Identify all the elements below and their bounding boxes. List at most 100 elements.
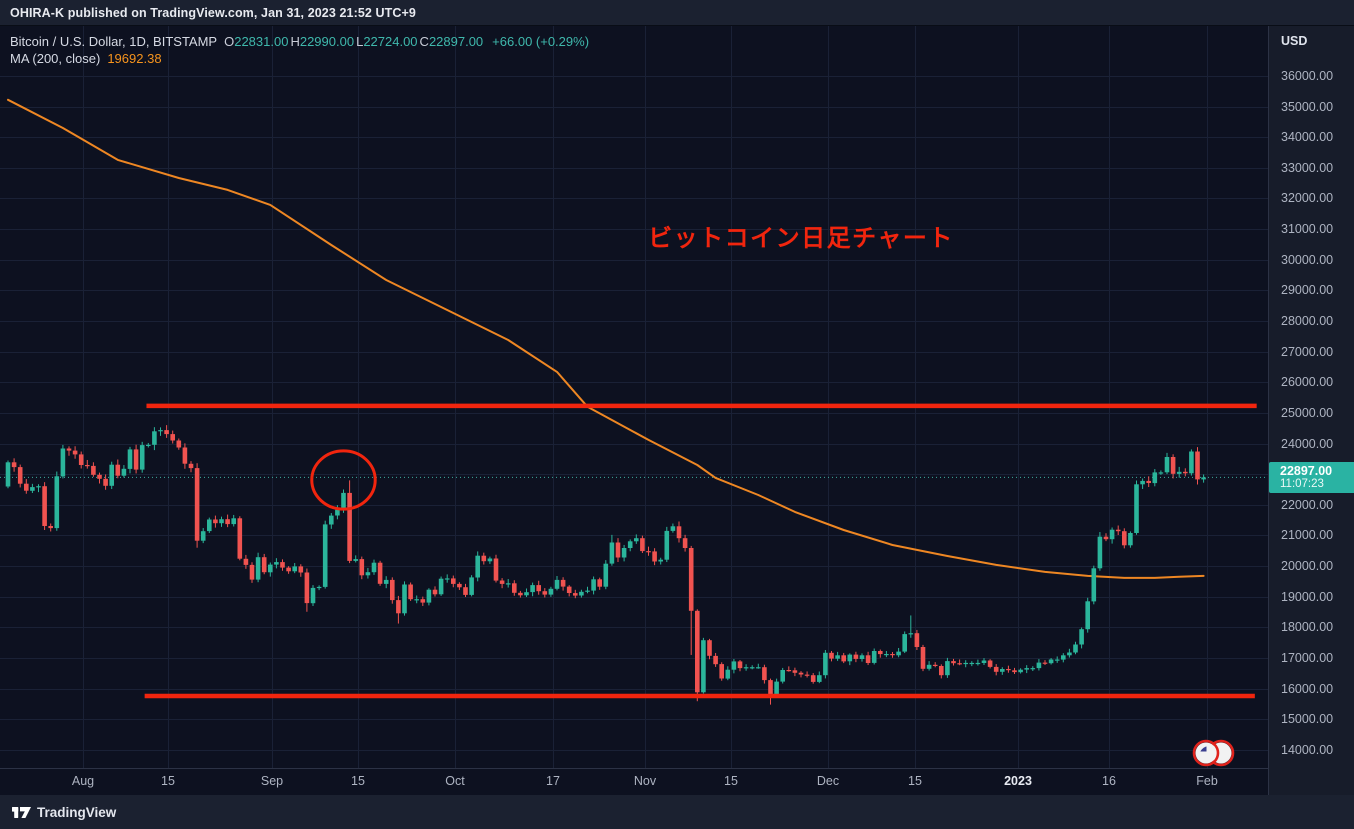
candle-up <box>444 574 450 583</box>
ohlc-pair: O22831.00 <box>224 34 289 49</box>
candle-body <box>176 440 182 448</box>
candle-down <box>463 583 468 597</box>
candle-body <box>939 666 944 676</box>
candle-up <box>902 631 907 654</box>
candle-up <box>749 665 755 670</box>
candle-body <box>1067 652 1072 656</box>
candle-body <box>432 589 438 595</box>
candle-body <box>658 559 663 562</box>
candle-body <box>420 599 426 603</box>
candle-down <box>536 580 541 595</box>
candle-body <box>438 578 444 595</box>
candle-up <box>847 653 853 666</box>
candle-body <box>615 542 621 558</box>
candle-body <box>249 564 255 580</box>
candle-body <box>920 647 926 669</box>
candle-body <box>701 640 706 693</box>
candle-body <box>688 548 694 611</box>
candle-up <box>1158 470 1164 475</box>
candle-up <box>1073 641 1078 655</box>
candle-body <box>957 663 962 665</box>
candle-up <box>1097 532 1103 571</box>
candle-down <box>390 577 395 604</box>
candle-up <box>1024 665 1029 674</box>
price-tick-label: 35000.00 <box>1281 99 1334 114</box>
last-price-value: 22897.00 <box>1280 464 1333 479</box>
chart-canvas[interactable]: ビットコイン日足チャート <box>0 26 1268 768</box>
tradingview-logo-icon[interactable] <box>12 805 31 820</box>
candle-body <box>652 551 657 562</box>
candle-up <box>505 579 511 588</box>
candle-body <box>30 487 35 491</box>
candle-body <box>396 600 401 614</box>
candle-up <box>487 556 493 564</box>
price-tick-label: 30000.00 <box>1281 252 1334 267</box>
candle-body <box>457 583 462 588</box>
candle-body <box>408 584 413 600</box>
candle-down <box>17 464 23 488</box>
candle-down <box>560 577 566 591</box>
candle-body <box>1006 669 1011 671</box>
price-scale[interactable]: USD 36000.00 35000.00 34000.00 33000.00 3200… <box>1268 26 1354 795</box>
candle-body <box>365 572 371 576</box>
candle-body <box>518 592 523 596</box>
candle-body <box>109 464 114 486</box>
candle-down <box>249 562 255 583</box>
candle-up <box>1030 666 1036 672</box>
candle-down <box>359 556 365 580</box>
price-tick-label: 28000.00 <box>1281 314 1334 329</box>
candle-body <box>640 538 645 552</box>
candle-down <box>304 568 310 612</box>
candle-body <box>1042 662 1048 664</box>
candle-down <box>261 553 267 575</box>
candle-up <box>365 567 371 579</box>
candle-down <box>640 535 645 553</box>
candle-body <box>871 651 877 663</box>
time-tick-label: 15 <box>161 774 175 788</box>
tradingview-brand-text[interactable]: TradingView <box>37 804 117 820</box>
chart-area[interactable]: ビットコイン日足チャート Bitcoin / U.S. Dollar, 1D, … <box>0 26 1268 768</box>
candle-down <box>237 516 243 561</box>
candle-body <box>487 558 493 562</box>
candle-body <box>682 538 688 548</box>
candle-up <box>554 576 560 591</box>
time-scale[interactable]: Aug 15 Sep 15 Oct 17 Nov 15 Dec 15 2023 16 Feb <box>0 768 1268 795</box>
candle-body <box>414 599 419 601</box>
candle-body <box>1122 531 1127 546</box>
candle-up <box>603 560 609 590</box>
candle-body <box>621 548 627 558</box>
candle-up <box>756 663 761 669</box>
ma200-line <box>7 98 1205 579</box>
candle-up <box>231 514 236 527</box>
candle-down <box>914 629 920 650</box>
candle-up <box>1140 478 1145 489</box>
candle-down <box>1103 533 1109 542</box>
candle-up <box>402 581 407 616</box>
candle-body <box>1091 568 1097 602</box>
candle-body <box>993 666 999 672</box>
candle-down <box>853 651 859 663</box>
candle-body <box>1140 480 1145 485</box>
candle-down <box>1012 667 1017 675</box>
candle-up <box>1085 597 1090 633</box>
price-tick-label: 34000.00 <box>1281 130 1334 145</box>
candle-body <box>280 562 285 568</box>
candle-up <box>146 442 151 448</box>
candle-up <box>524 588 529 597</box>
price-tick-label: 21000.00 <box>1281 528 1334 543</box>
candle-body <box>1073 644 1078 653</box>
ohlc-pair: L22724.00 <box>356 34 418 49</box>
candle-down <box>713 652 718 667</box>
candle-up <box>969 661 975 667</box>
candle-down <box>213 515 218 528</box>
ma-label: MA (200, close) <box>10 51 101 66</box>
candle-body <box>499 580 505 584</box>
candle-body <box>286 567 291 572</box>
candle-body <box>1109 529 1115 540</box>
candle-down <box>841 652 846 664</box>
candle-body <box>719 664 724 679</box>
candle-body <box>530 585 535 593</box>
candle-down <box>280 559 285 571</box>
candle-up <box>1067 648 1072 658</box>
candle-body <box>347 492 352 561</box>
